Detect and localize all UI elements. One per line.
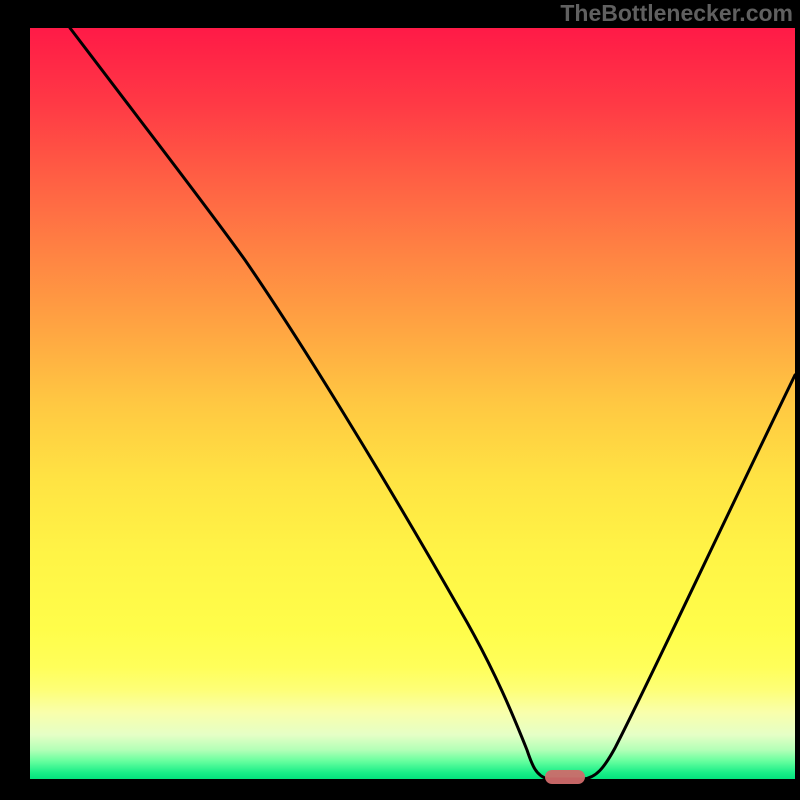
chart-svg [0, 0, 800, 800]
optimal-marker [545, 770, 585, 784]
gradient-background [30, 28, 795, 780]
attribution-text: TheBottlenecker.com [560, 0, 793, 27]
chart-container [0, 0, 800, 800]
